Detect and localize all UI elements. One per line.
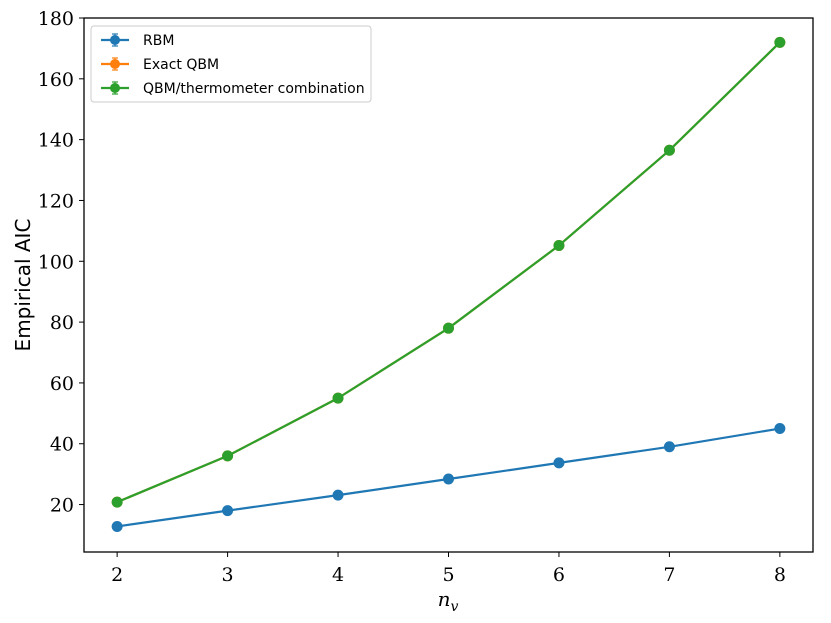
y-tick-label: 80 <box>50 312 74 334</box>
legend-label: RBM <box>143 33 174 49</box>
plot-frame <box>83 17 814 553</box>
y-tick-label: 160 <box>38 69 74 91</box>
y-tick-label: 180 <box>38 8 74 30</box>
y-tick-label: 60 <box>50 373 74 395</box>
x-tick-label: 4 <box>332 564 344 586</box>
x-tick-label: 7 <box>663 564 675 586</box>
data-point-qbm-thermometer-combination <box>663 144 675 156</box>
x-tick-label: 8 <box>774 564 786 586</box>
plot-area <box>84 18 813 552</box>
data-point-rbm <box>663 441 675 453</box>
series-group <box>111 36 786 532</box>
y-ticks: 20 40 60 80 100 120 140 160 180 <box>38 8 84 517</box>
data-point-rbm <box>111 520 123 532</box>
legend-frame <box>90 25 372 103</box>
data-point-rbm <box>332 489 344 501</box>
x-axis-title-subscript: v <box>450 599 458 615</box>
data-point-rbm <box>222 505 234 517</box>
data-point-qbm-thermometer-combination <box>774 36 786 48</box>
data-point-qbm-thermometer-combination <box>332 392 344 404</box>
data-point-qbm-thermometer-combination <box>553 239 565 251</box>
legend-label: QBM/thermometer combination <box>143 81 365 97</box>
data-point-qbm-thermometer-combination <box>443 322 454 334</box>
x-tick-label: 3 <box>222 564 234 586</box>
legend-marker <box>110 83 120 93</box>
data-point-rbm <box>443 473 454 485</box>
y-tick-label: 20 <box>50 495 74 517</box>
legend-marker <box>110 59 120 69</box>
y-tick-label: 140 <box>38 130 74 152</box>
data-point-rbm <box>774 423 786 435</box>
y-tick-label: 100 <box>38 251 74 273</box>
y-axis-title: Empirical AIC <box>11 219 35 352</box>
data-point-qbm-thermometer-combination <box>111 496 123 508</box>
x-tick-label: 2 <box>111 564 123 586</box>
y-tick-label: 120 <box>38 190 74 212</box>
legend: RBM Exact QBM QBM/thermometer combination <box>90 25 372 103</box>
x-tick-label: 5 <box>442 564 454 586</box>
data-point-rbm <box>553 457 565 469</box>
data-point-qbm-thermometer-combination <box>222 450 234 462</box>
x-axis-title: nv <box>438 587 459 615</box>
x-ticks: 2 3 4 5 6 7 8 <box>111 552 786 586</box>
x-tick-label: 6 <box>553 564 565 586</box>
y-tick-label: 40 <box>50 434 74 456</box>
legend-label: Exact QBM <box>143 57 219 73</box>
legend-marker <box>110 35 120 45</box>
